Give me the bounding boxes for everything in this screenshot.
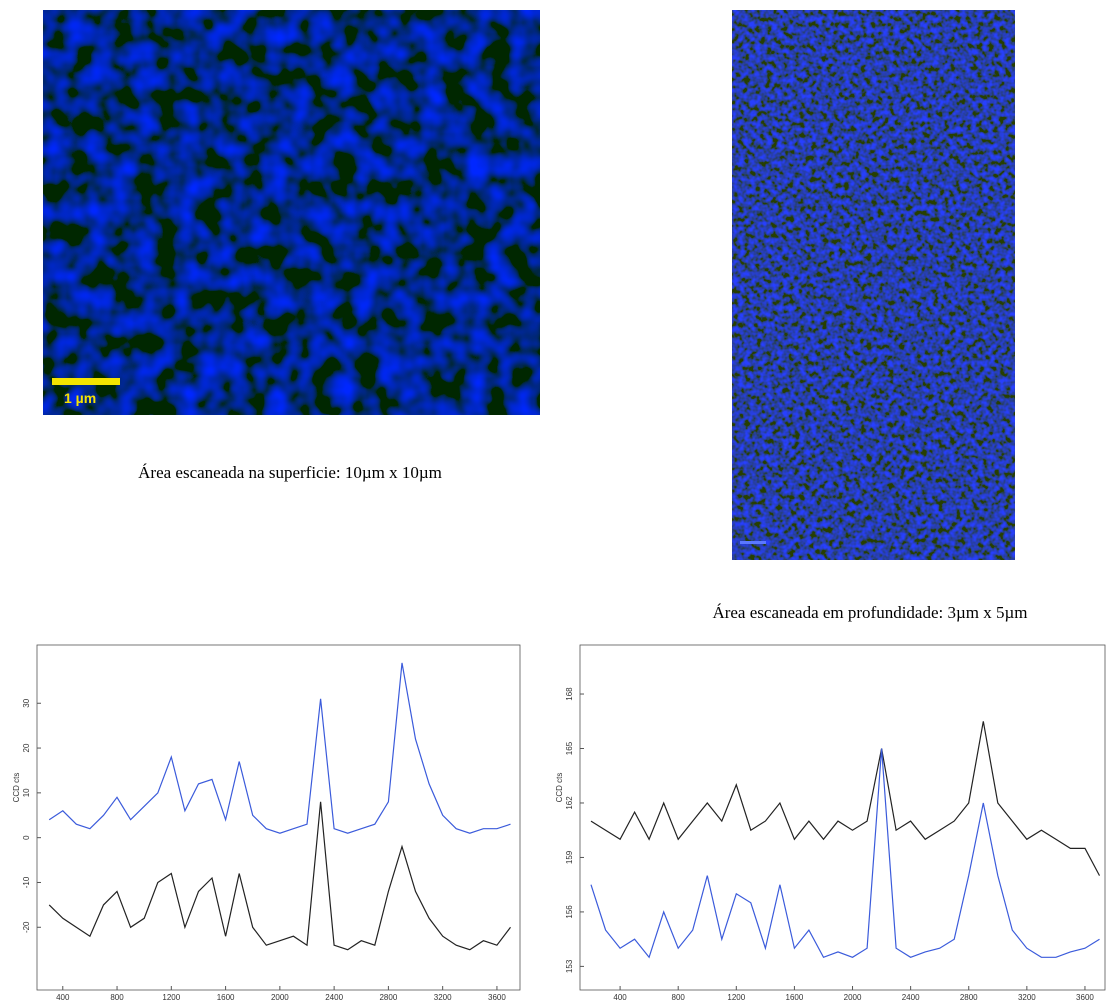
x-tick-label: 400	[613, 993, 627, 1002]
plot-frame	[36, 644, 521, 991]
spectrum-line	[48, 801, 511, 951]
plot-frame	[579, 644, 1106, 991]
x-tick-label: 2800	[960, 993, 978, 1002]
y-tick-label: 30	[22, 698, 31, 707]
x-tick-label: 1200	[727, 993, 745, 1002]
y-tick-label: -20	[22, 921, 31, 933]
x-tick-label: 3600	[1076, 993, 1094, 1002]
spectrum-line	[48, 662, 511, 834]
x-tick-label: 3200	[1018, 993, 1036, 1002]
x-tick-label: 800	[672, 993, 686, 1002]
x-tick-label: 2000	[844, 993, 862, 1002]
x-tick-label: 3200	[434, 993, 452, 1002]
y-tick-label: 168	[565, 687, 574, 701]
y-tick-label: 165	[565, 741, 574, 755]
x-tick-label: 2800	[379, 993, 397, 1002]
x-tick-label: 1600	[786, 993, 804, 1002]
x-tick-label: 2000	[271, 993, 289, 1002]
caption: Área escaneada em profundidade: 3µm x 5µ…	[712, 603, 1027, 622]
x-tick-label: 3600	[488, 993, 506, 1002]
spectrum-line	[590, 721, 1101, 876]
y-tick-label: 162	[565, 796, 574, 810]
y-tick-label: 20	[22, 743, 31, 752]
y-axis-label: CCD cts	[555, 773, 564, 803]
y-tick-label: 156	[565, 905, 574, 919]
x-tick-label: 1600	[217, 993, 235, 1002]
map-depth	[732, 10, 1015, 560]
y-tick-label: -10	[22, 876, 31, 888]
scale-label: 1 µm	[64, 390, 96, 406]
map-surface	[43, 10, 540, 415]
caption: Área escaneada na superficie: 10µm x 10µ…	[138, 463, 442, 482]
x-tick-label: 2400	[902, 993, 920, 1002]
x-tick-label: 800	[110, 993, 124, 1002]
y-tick-label: 153	[565, 959, 574, 973]
y-tick-label: 10	[22, 788, 31, 797]
spectrum-line	[590, 748, 1100, 959]
x-tick-label: 2400	[325, 993, 343, 1002]
y-tick-label: 159	[565, 850, 574, 864]
y-tick-label: 0	[22, 835, 31, 840]
y-axis-label: CCD cts	[12, 773, 21, 803]
x-tick-label: 1200	[162, 993, 180, 1002]
scale-bar	[740, 541, 766, 544]
scale-bar	[52, 378, 120, 385]
x-tick-label: 400	[56, 993, 70, 1002]
